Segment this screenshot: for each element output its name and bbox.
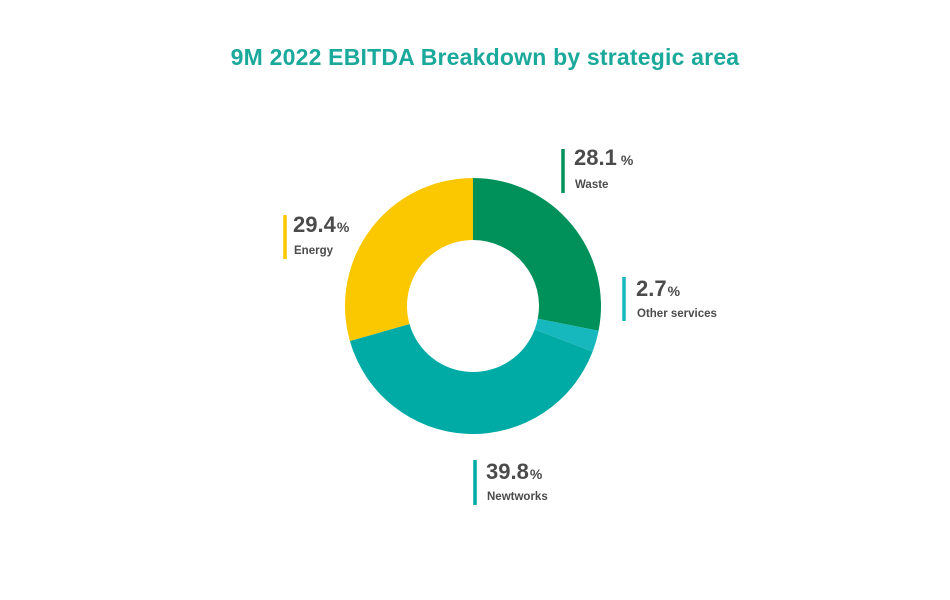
donut-slices [345, 178, 601, 435]
slice-energy [345, 178, 473, 341]
category-label-waste: Waste [575, 179, 608, 191]
category-label-newtworks: Newtworks [487, 491, 548, 503]
value-label-energy: 29.4% [293, 212, 350, 237]
slice-newtworks [349, 324, 593, 435]
category-label-other-services: Other services [637, 308, 717, 320]
slice-labels: 28.1 % Waste 2.7% Other services 39.8% Newtwor… [283, 145, 717, 505]
value-label-newtworks: 39.8% [486, 459, 543, 484]
value-label-other-services: 2.7% [636, 276, 681, 301]
value-label-waste: 28.1% [574, 145, 634, 170]
chart-title: 9M 2022 EBITDA Breakdown by strategic ar… [230, 44, 740, 70]
slice-other-services [534, 318, 599, 352]
category-label-energy: Energy [294, 245, 334, 257]
slice-waste [473, 178, 601, 331]
